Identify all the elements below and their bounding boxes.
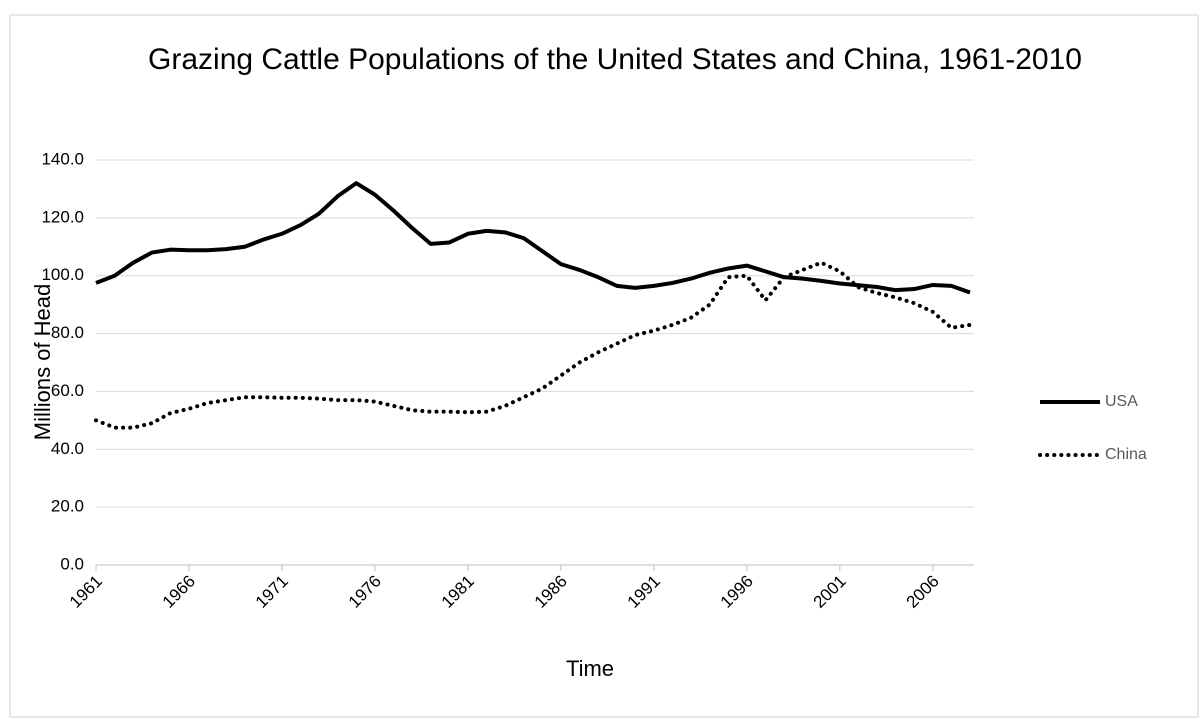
x-tick-label: 1991 (624, 572, 664, 612)
y-tick-label: 120.0 (41, 207, 84, 226)
line-series (94, 260, 972, 430)
y-tick-label: 80.0 (51, 323, 84, 342)
y-tick-label: 140.0 (41, 149, 84, 168)
y-tick-label: 60.0 (51, 381, 84, 400)
y-tick-label: 0.0 (60, 554, 84, 573)
x-tick-label: 1966 (159, 572, 199, 612)
legend-label: China (1105, 446, 1147, 463)
x-tick-label: 1981 (438, 572, 478, 612)
y-tick-label: 40.0 (51, 439, 84, 458)
chart-title: Grazing Cattle Populations of the United… (148, 43, 1082, 76)
x-tick-label: 2001 (810, 572, 850, 612)
line-series (95, 181, 971, 295)
legend-label: USA (1105, 393, 1138, 410)
x-tick-label: 1961 (66, 572, 106, 612)
x-axis-title: Time (566, 656, 614, 681)
x-tick-label: 1976 (345, 572, 385, 612)
x-tick-label: 2006 (903, 572, 943, 612)
x-tick-label: 1971 (252, 572, 292, 612)
y-axis-title: Millions of Head (30, 284, 55, 441)
y-tick-label: 100.0 (41, 265, 84, 284)
x-tick-label: 1986 (531, 572, 571, 612)
y-tick-label: 20.0 (51, 497, 84, 516)
chart-border (9, 14, 1199, 718)
x-tick-label: 1996 (717, 572, 757, 612)
